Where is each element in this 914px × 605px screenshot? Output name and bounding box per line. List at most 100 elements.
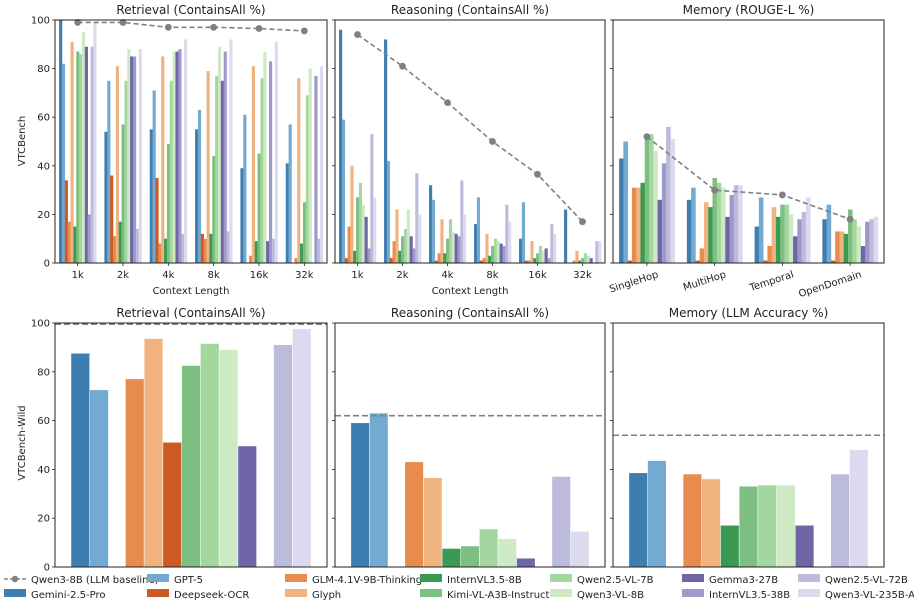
legend-swatch-kimi-vl-a3b-instruct [420, 589, 442, 597]
bar-internvl3-5-38b-1k [87, 214, 91, 263]
bar-glm-4-1v-9b-thinking-8k [482, 258, 486, 263]
legend-label: GLM-4.1V-9B-Thinking [312, 575, 422, 586]
baseline-point [534, 170, 541, 178]
legend-label: Glyph [312, 590, 341, 601]
bar-deepseek-ocr-4k [434, 260, 438, 263]
legend-swatch-qwen3-vl-235b-a22b [798, 589, 820, 597]
bar-deepseek-ocr-2k [389, 258, 393, 263]
chart-title: Retrieval (ContainsAll %) [116, 306, 265, 320]
bar-glyph-32k [575, 250, 579, 263]
bar-qwen3-vl-235b-a22b-32k [320, 66, 324, 263]
bar-glm-4-1v-9b-thinking [683, 474, 702, 567]
bar-kimi-vl-a3b-instruct-16k [536, 253, 540, 263]
x-axis-label: Context Length [432, 286, 509, 297]
legend-label: Qwen3-VL-8B [577, 590, 644, 601]
bar-kimi-vl-a3b-instruct-1k [76, 51, 80, 264]
bar-qwen2-5-vl-72b [831, 474, 850, 567]
legend-label: Qwen3-8B (LLM baseline) [31, 575, 159, 586]
bar-glm-4-1v-9b-thinking-2k [112, 236, 117, 263]
legend-swatch-glyph [285, 589, 307, 597]
baseline-point [444, 99, 451, 107]
bar-qwen3-vl-235b-a22b-temporal [805, 197, 811, 263]
bar-glm-4-1v-9b-thinking-4k [437, 253, 441, 263]
bar-gpt-5-opendomain [826, 204, 832, 263]
bar-gemma3-27b-multihop [725, 216, 730, 263]
bar-glm-4-1v-9b-thinking-1k [347, 226, 351, 263]
baseline-point [778, 191, 786, 199]
bar-qwen2-5-vl-7b-2k [403, 228, 408, 263]
bar-qwen2-5-vl-7b-4k [169, 80, 173, 263]
bar-gemma3-27b-opendomain [860, 245, 866, 263]
y-tick-label: 60 [37, 113, 50, 124]
row-label-vtcbench-wild: VTCBench-Wild [17, 405, 28, 480]
bar-qwen3-vl-8b-opendomain [856, 226, 862, 263]
bar-qwen3-vl-235b-a22b-16k [274, 41, 278, 264]
bar-glyph-singlehop [636, 187, 641, 263]
bar-qwen2-5-vl-72b-32k [595, 241, 599, 263]
bar-glyph-4k [440, 219, 444, 263]
y-tick-label: 0 [44, 563, 50, 574]
bar-glm-4-1v-9b-thinking-singlehop [631, 187, 637, 263]
baseline-line [646, 136, 851, 221]
bar-qwen3-vl-8b-4k [172, 51, 176, 264]
chart-reasoning-wild: Reasoning (ContainsAll %) [332, 306, 606, 568]
plot-frame [334, 322, 606, 568]
bar-gpt-5-4k [152, 90, 156, 263]
bar-qwen2-5-vl-72b-singlehop [666, 126, 671, 263]
bar-gemma3-27b-1k [364, 216, 368, 263]
bar-gemini-2-5-pro-1k [339, 29, 343, 263]
chart-reasoning-vtcbench: Reasoning (ContainsAll %) 1k 2k 4k 8k 16k 32k C… [332, 3, 606, 297]
bar-gemini-2-5-pro-temporal [754, 226, 760, 263]
chart-title: Reasoning (ContainsAll %) [391, 3, 549, 17]
bar-internvl3-5-38b-8k [502, 245, 506, 263]
bar-deepseek-ocr-16k [524, 260, 528, 263]
legend-swatch-gpt-5 [147, 574, 169, 582]
bar-qwen2-5-vl-7b [758, 485, 777, 567]
legend-label: Qwen3-VL-235B-A22B [825, 590, 914, 601]
bar-glm-4-1v-9b-thinking-opendomain [835, 231, 840, 263]
bar-qwen3-vl-235b-a22b-singlehop [670, 139, 675, 263]
bar-qwen3-vl-8b-multihop [721, 187, 726, 263]
plot-frame [54, 322, 328, 568]
bar-qwen2-5-vl-7b [479, 529, 498, 567]
bar-kimi-vl-a3b-instruct-multihop [712, 177, 718, 263]
y-tick-label: 0 [44, 259, 50, 270]
bar-gpt-5-8k [197, 109, 202, 263]
legend-swatch-glm-4-1v-9b-thinking [285, 574, 307, 582]
x-tick-label: 8k [208, 270, 220, 281]
bar-internvl3-5-38b-opendomain [865, 221, 870, 263]
chart-title: Memory (ROUGE-L %) [683, 3, 815, 17]
bar-gpt-5 [89, 390, 109, 567]
bar-gemini-2-5-pro-2k [384, 39, 388, 263]
bar-kimi-vl-a3b-instruct [460, 546, 480, 567]
bar-deepseek-ocr-singlehop [627, 260, 633, 263]
legend-swatch-gemma3-27b [682, 574, 704, 582]
bar-qwen2-5-vl-7b-16k [538, 245, 543, 263]
bar-internvl3-5-8b-8k [488, 255, 492, 263]
x-tick-label: 1k [351, 270, 363, 281]
bar-internvl3-5-8b-1k [353, 250, 357, 263]
bar-internvl3-5-38b-8k [223, 51, 227, 264]
bar-qwen3-vl-235b-a22b-32k [598, 241, 602, 263]
bar-glyph-4k [161, 56, 165, 264]
bar-gpt-5-2k [386, 160, 391, 263]
bar-gpt-5-32k [288, 124, 292, 264]
bar-deepseek-ocr-1k [344, 258, 348, 263]
bar-deepseek-ocr-1k [64, 180, 68, 263]
bar-qwen3-vl-235b-a22b-1k [373, 197, 377, 263]
bar-gemini-2-5-pro-multihop [686, 199, 692, 263]
bar-qwen3-vl-8b-32k [308, 68, 312, 263]
bar-qwen3-vl-8b [219, 349, 238, 567]
bar-qwen3-vl-235b-a22b [849, 449, 868, 567]
bar-deepseek-ocr-8k [479, 260, 483, 263]
bar-deepseek-ocr [163, 442, 182, 567]
chart-retrieval-wild: Retrieval (ContainsAll %) 0 20 40 60 80 100 [31, 306, 328, 574]
baseline-point [354, 31, 361, 38]
bar-qwen2-5-vl-72b-temporal [801, 211, 807, 263]
bar-glyph-32k [297, 78, 301, 263]
bar-qwen2-5-vl-72b-1k [370, 134, 374, 263]
bar-internvl3-5-8b-4k [443, 253, 447, 263]
bar-qwen3-vl-235b-a22b-2k [138, 49, 142, 263]
bar-internvl3-5-8b-multihop [708, 207, 713, 263]
